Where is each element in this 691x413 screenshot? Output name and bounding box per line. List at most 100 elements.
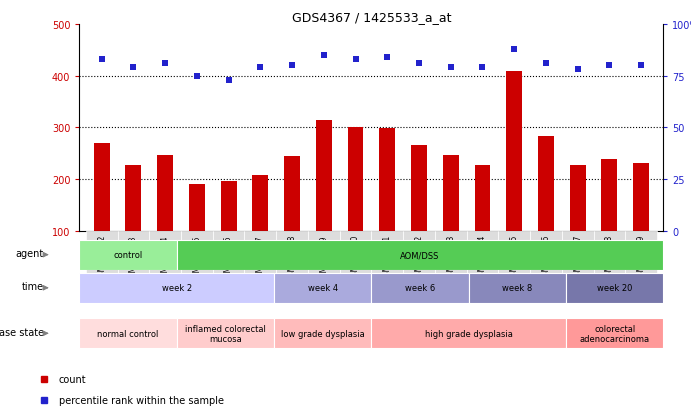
Bar xyxy=(126,165,142,283)
Bar xyxy=(538,137,554,283)
Point xyxy=(604,63,615,69)
Bar xyxy=(220,181,236,283)
Bar xyxy=(530,231,562,295)
Point xyxy=(540,61,551,67)
Point xyxy=(160,61,171,67)
Bar xyxy=(181,231,213,295)
Text: GSM770095: GSM770095 xyxy=(192,235,201,281)
Bar xyxy=(348,128,363,283)
Text: inflamed colorectal
mucosa: inflamed colorectal mucosa xyxy=(185,324,266,343)
Bar xyxy=(284,157,300,283)
Bar xyxy=(625,231,657,295)
Text: colorectal
adenocarcinoma: colorectal adenocarcinoma xyxy=(580,324,650,343)
Bar xyxy=(411,146,427,283)
Bar xyxy=(566,319,663,349)
Title: GDS4367 / 1425533_a_at: GDS4367 / 1425533_a_at xyxy=(292,11,451,24)
Text: low grade dysplasia: low grade dysplasia xyxy=(281,329,365,338)
Text: high grade dysplasia: high grade dysplasia xyxy=(425,329,513,338)
Bar xyxy=(601,160,617,283)
Point xyxy=(413,61,424,67)
Point xyxy=(445,65,456,71)
Bar xyxy=(308,231,340,295)
Text: GSM770094: GSM770094 xyxy=(160,235,170,281)
Text: GSM770106: GSM770106 xyxy=(542,235,551,281)
Bar xyxy=(468,273,566,303)
Bar xyxy=(213,231,245,295)
Bar xyxy=(403,231,435,295)
Bar xyxy=(379,129,395,283)
Bar xyxy=(274,319,372,349)
Bar xyxy=(94,144,110,283)
Text: GSM770093: GSM770093 xyxy=(129,235,138,281)
Text: GSM770098: GSM770098 xyxy=(287,235,296,281)
Point xyxy=(287,63,298,69)
Bar xyxy=(594,231,625,295)
Text: time: time xyxy=(21,282,44,292)
Bar xyxy=(475,165,491,283)
Point xyxy=(477,65,488,71)
Text: GSM770104: GSM770104 xyxy=(478,235,487,281)
Bar xyxy=(570,165,585,283)
Bar xyxy=(177,319,274,349)
Text: count: count xyxy=(59,374,86,384)
Bar xyxy=(633,163,649,283)
Text: GSM770109: GSM770109 xyxy=(636,235,645,281)
Bar xyxy=(86,231,117,295)
Bar xyxy=(189,184,205,283)
Point xyxy=(191,73,202,80)
Text: GSM770096: GSM770096 xyxy=(224,235,233,281)
Bar xyxy=(79,319,177,349)
Text: week 2: week 2 xyxy=(162,284,192,292)
Bar xyxy=(340,231,372,295)
Bar xyxy=(274,273,372,303)
Point xyxy=(255,65,266,71)
Point xyxy=(223,77,234,84)
Text: percentile rank within the sample: percentile rank within the sample xyxy=(59,395,224,405)
Text: normal control: normal control xyxy=(97,329,159,338)
Text: GSM770108: GSM770108 xyxy=(605,235,614,280)
Text: GSM770100: GSM770100 xyxy=(351,235,360,281)
Text: week 20: week 20 xyxy=(597,284,632,292)
Text: week 8: week 8 xyxy=(502,284,533,292)
Text: GSM770092: GSM770092 xyxy=(97,235,106,281)
Bar xyxy=(562,231,594,295)
Text: GSM770105: GSM770105 xyxy=(510,235,519,281)
Text: disease state: disease state xyxy=(0,327,44,337)
Bar xyxy=(466,231,498,295)
Point xyxy=(636,63,647,69)
Text: GSM770102: GSM770102 xyxy=(415,235,424,280)
Bar xyxy=(507,72,522,283)
Point xyxy=(350,57,361,63)
Bar xyxy=(566,273,663,303)
Bar xyxy=(245,231,276,295)
Bar xyxy=(443,155,459,283)
Point xyxy=(128,65,139,71)
Bar xyxy=(372,273,468,303)
Point xyxy=(509,46,520,53)
Text: GSM770099: GSM770099 xyxy=(319,235,328,281)
Text: GSM770103: GSM770103 xyxy=(446,235,455,281)
Bar xyxy=(276,231,308,295)
Text: GSM770107: GSM770107 xyxy=(573,235,583,281)
Bar xyxy=(498,231,530,295)
Point xyxy=(96,57,107,63)
Bar xyxy=(149,231,181,295)
Text: control: control xyxy=(113,251,143,259)
Point xyxy=(572,67,583,74)
Bar xyxy=(79,273,274,303)
Text: week 6: week 6 xyxy=(405,284,435,292)
Text: GSM770101: GSM770101 xyxy=(383,235,392,280)
Bar xyxy=(435,231,466,295)
Bar xyxy=(158,155,173,283)
Text: week 4: week 4 xyxy=(307,284,338,292)
Bar xyxy=(252,176,268,283)
Bar xyxy=(79,240,177,270)
Text: AOM/DSS: AOM/DSS xyxy=(400,251,439,259)
Bar xyxy=(177,240,663,270)
Bar xyxy=(117,231,149,295)
Point xyxy=(381,55,392,61)
Bar xyxy=(316,120,332,283)
Bar xyxy=(372,319,566,349)
Bar xyxy=(372,231,403,295)
Text: GSM770097: GSM770097 xyxy=(256,235,265,281)
